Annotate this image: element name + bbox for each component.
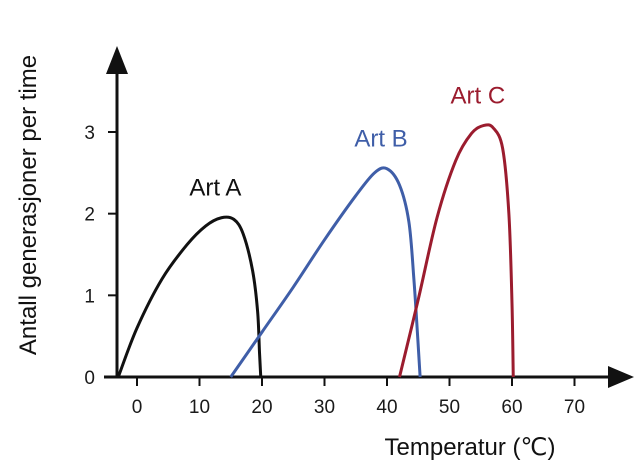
series-layer: Art A Art B Art C — [116, 82, 515, 378]
y-tick-label: 1 — [84, 286, 95, 307]
series-line-art-c — [398, 123, 515, 378]
x-tick-label: 20 — [251, 397, 272, 418]
series-label-art-b: Art B — [354, 126, 407, 153]
y-tick-label: 2 — [84, 205, 95, 226]
x-tick-label: 60 — [501, 397, 522, 418]
x-tick-label: 50 — [439, 397, 460, 418]
x-tick-label: 70 — [564, 397, 585, 418]
x-axis-arrow — [608, 366, 634, 388]
y-tick-label: 3 — [84, 123, 95, 144]
x-tick-label: 10 — [189, 397, 210, 418]
y-ticks: 0 1 2 3 — [84, 123, 117, 389]
x-tick-label: 30 — [314, 397, 335, 418]
y-axis-title: Antall generasjoner per time — [15, 55, 42, 355]
series-label-art-c: Art C — [451, 82, 506, 109]
x-axis-title: Temperatur (℃) — [385, 434, 556, 461]
series-line-art-b — [229, 166, 422, 378]
x-tick-label: 0 — [132, 397, 143, 418]
series-line-art-a — [116, 215, 263, 378]
series-label-art-a: Art A — [189, 175, 241, 202]
y-tick-label: 0 — [84, 368, 95, 389]
x-tick-label: 40 — [376, 397, 397, 418]
y-axis-arrow — [106, 46, 128, 74]
x-ticks: 0 10 20 30 40 50 60 70 — [132, 377, 585, 418]
